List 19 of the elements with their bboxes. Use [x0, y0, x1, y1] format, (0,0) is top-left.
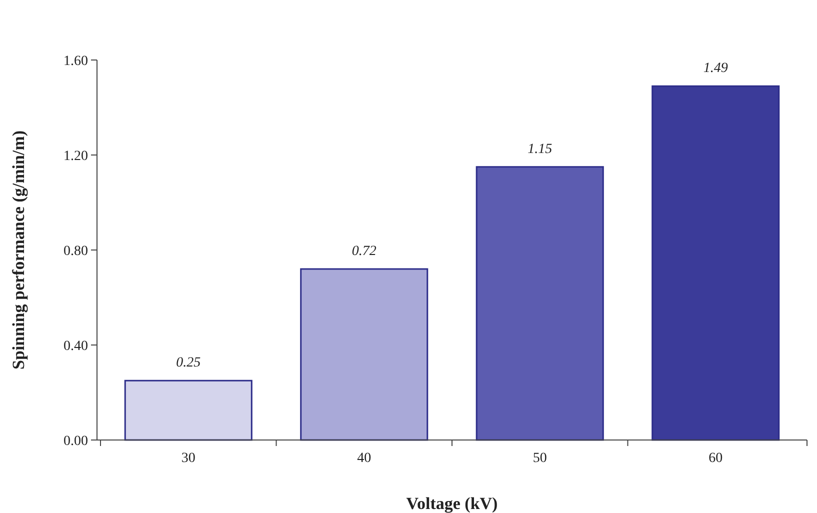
- data-label: 1.49: [703, 61, 728, 76]
- bar: [124, 380, 252, 441]
- y-tick-label: 0.80: [64, 244, 88, 259]
- data-label: 0.72: [352, 244, 376, 259]
- y-tick-label: 0.00: [64, 434, 88, 449]
- y-tick-label: 1.60: [64, 54, 88, 69]
- x-tick-label: 40: [357, 451, 372, 466]
- data-label: 1.15: [528, 142, 552, 157]
- bar: [652, 85, 780, 441]
- x-tick-label: 60: [708, 451, 723, 466]
- y-tick-label: 0.40: [64, 338, 88, 354]
- y-axis-title: Spinning performance (g/min/m): [9, 130, 28, 370]
- data-label: 0.25: [176, 356, 201, 371]
- x-tick-label: 30: [181, 451, 196, 466]
- bar: [476, 166, 604, 441]
- x-axis-title: Voltage (kV): [406, 494, 498, 513]
- y-tick-label: 1.20: [64, 148, 88, 164]
- x-tick-label: 50: [532, 451, 547, 466]
- bar: [300, 268, 428, 441]
